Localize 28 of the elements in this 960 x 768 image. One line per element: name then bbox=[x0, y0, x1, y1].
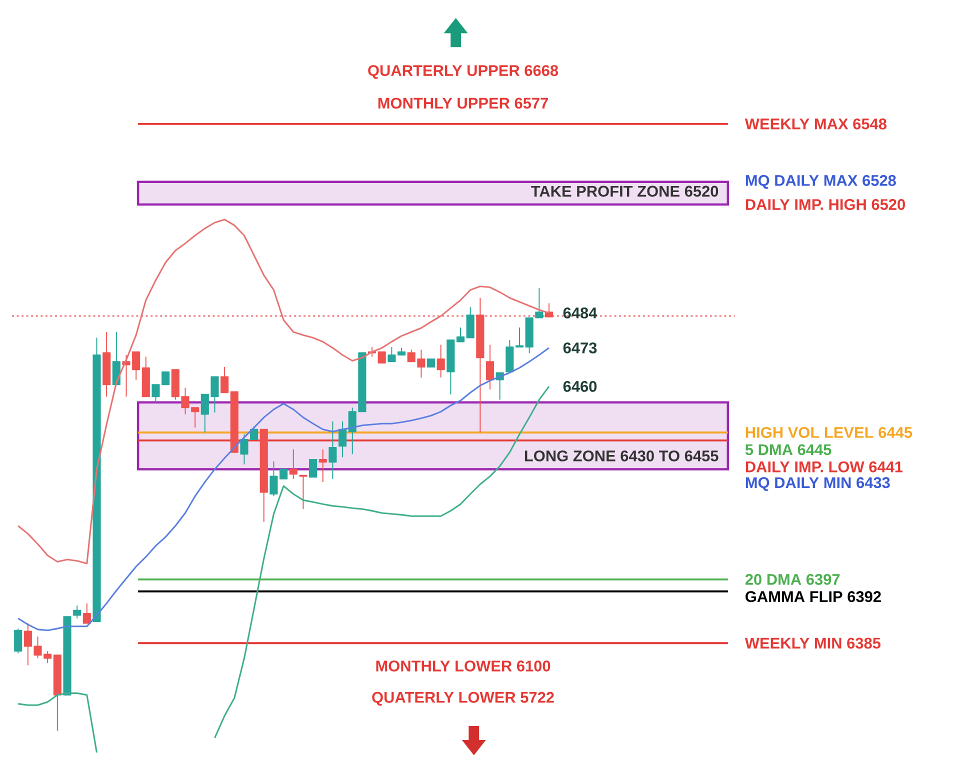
ref-line-label: WEEKLY MIN 6385 bbox=[744, 638, 881, 649]
text: QUARTERLY UPPER 6668 bbox=[368, 65, 558, 79]
series-label: 6460 bbox=[563, 380, 597, 392]
series-label: 6473 bbox=[563, 342, 597, 354]
candlestick bbox=[328, 420, 337, 480]
ref-line-label: 20 DMA 6397 bbox=[745, 574, 840, 585]
candlestick bbox=[476, 297, 484, 433]
candlestick bbox=[338, 420, 347, 458]
band-label: LONG ZONE 6430 TO 6455 bbox=[524, 450, 718, 462]
candlestick bbox=[102, 331, 111, 398]
ref-line-label: HIGH VOL LEVEL 6445 bbox=[746, 427, 912, 438]
ref-line-label: WEEKLY MAX 6548 bbox=[744, 118, 886, 130]
annotation: MONTHLY LOWER 6100 bbox=[376, 660, 550, 672]
text: DAILY IMP. HIGH 6520 bbox=[746, 199, 905, 210]
candlestick bbox=[14, 628, 22, 654]
candlestick bbox=[436, 344, 445, 378]
text: MQ DAILY MIN 6433 bbox=[746, 477, 890, 491]
ref-line-label: GAMMA FLIP 6392 bbox=[746, 591, 881, 602]
text: MQ DAILY MAX 6528 bbox=[746, 175, 896, 189]
text: 5 DMA 6445 bbox=[745, 444, 832, 456]
ref-line-label: DAILY IMP. LOW 6441 bbox=[746, 461, 903, 472]
candlestick bbox=[289, 448, 298, 480]
band-label: TAKE PROFIT ZONE 6520 bbox=[531, 186, 718, 197]
candlestick bbox=[318, 448, 327, 483]
text: MONTHLY UPPER 6577 bbox=[378, 98, 548, 109]
series-label: 6484 bbox=[563, 307, 598, 318]
annotation: QUATERLY LOWER 5722 bbox=[372, 692, 554, 706]
candlestick bbox=[73, 605, 82, 619]
